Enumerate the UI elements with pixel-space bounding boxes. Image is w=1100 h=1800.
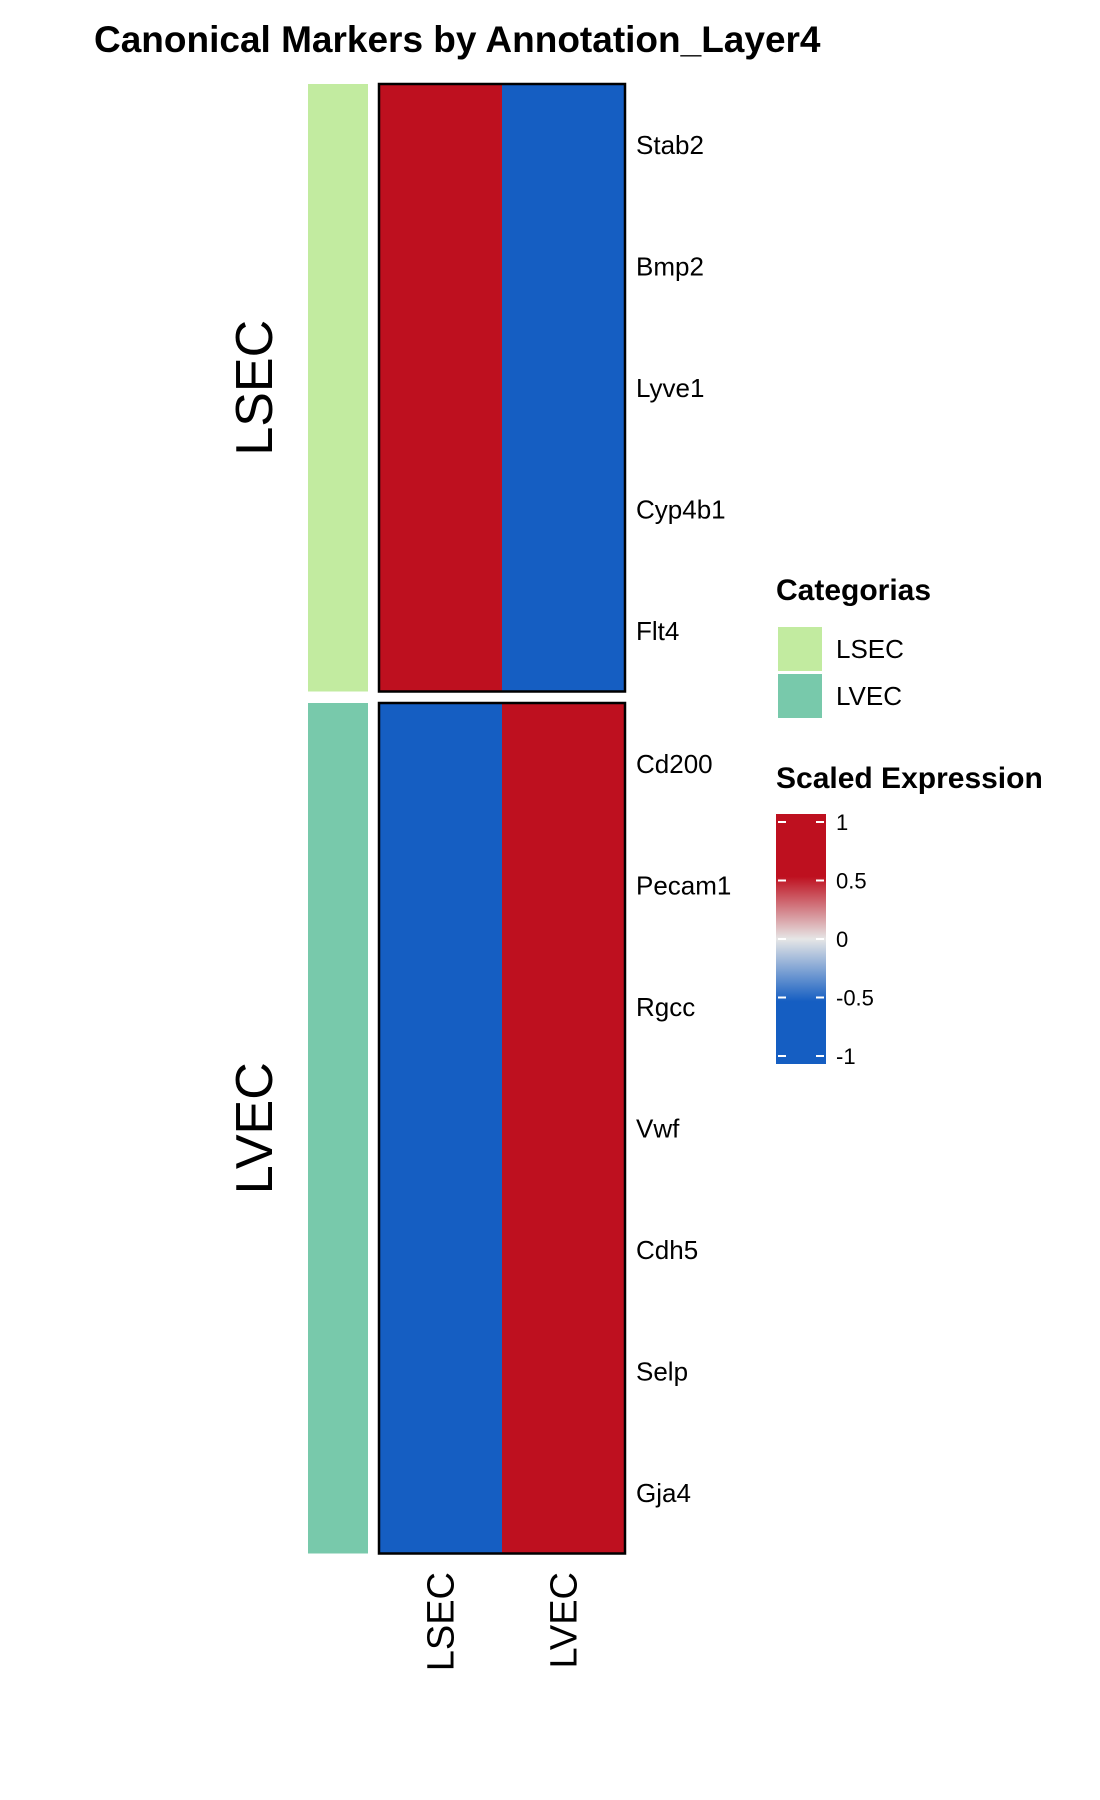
scale-tick-label: 0.5 bbox=[836, 869, 867, 894]
scale-tick-label: 1 bbox=[836, 810, 848, 835]
row-label: Stab2 bbox=[636, 130, 704, 160]
heatmap-cell bbox=[502, 448, 626, 571]
category-legend: LSEC LVEC bbox=[778, 627, 904, 718]
heatmap-cell bbox=[502, 570, 626, 693]
heatmap-cell bbox=[502, 703, 626, 826]
chart-title: Canonical Markers by Annotation_Layer4 bbox=[94, 19, 821, 60]
heatmap-cell bbox=[502, 1310, 626, 1433]
heatmap-cell bbox=[502, 1189, 626, 1312]
row-label: Flt4 bbox=[636, 616, 679, 646]
row-label: Cd200 bbox=[636, 749, 713, 779]
row-label: Selp bbox=[636, 1356, 688, 1386]
heatmap-cell bbox=[502, 205, 626, 328]
row-label: Pecam1 bbox=[636, 870, 731, 900]
category-legend-label: LVEC bbox=[836, 681, 902, 711]
annotation-bar-lvec bbox=[308, 703, 368, 1554]
annotation-bar-lsec bbox=[308, 84, 368, 692]
row-label: Lyve1 bbox=[636, 373, 704, 403]
heatmap-cell bbox=[379, 703, 503, 826]
row-group-label: LVEC bbox=[226, 1062, 284, 1194]
category-legend-title: Categorias bbox=[776, 574, 931, 607]
heatmap-cell bbox=[379, 1189, 503, 1312]
heatmap-cell bbox=[379, 1432, 503, 1555]
heatmap-cell bbox=[379, 946, 503, 1069]
heatmap-slice-border bbox=[377, 701, 627, 1555]
row-label: Vwf bbox=[636, 1113, 680, 1143]
heatmap-cell bbox=[502, 1067, 626, 1190]
row-label: Cyp4b1 bbox=[636, 494, 726, 524]
heatmap-cell bbox=[502, 327, 626, 450]
heatmap-cell bbox=[379, 570, 503, 693]
row-label: Gja4 bbox=[636, 1478, 691, 1508]
column-label: LSEC bbox=[421, 1572, 463, 1671]
row-group-label: LSEC bbox=[226, 320, 284, 456]
heatmap-cell bbox=[502, 824, 626, 947]
heatmap-cell bbox=[379, 1310, 503, 1433]
heatmap-cell bbox=[379, 327, 503, 450]
scale-legend-title: Scaled Expression bbox=[776, 762, 1043, 795]
heatmap-slice-border bbox=[377, 82, 627, 693]
heatmap-cell bbox=[379, 824, 503, 947]
row-label: Cdh5 bbox=[636, 1235, 698, 1265]
column-label: LVEC bbox=[544, 1572, 586, 1668]
heatmap-cell bbox=[379, 1067, 503, 1190]
heatmap-cell bbox=[502, 84, 626, 207]
heatmap-body: LSEC Stab2 Bmp2 Lyve1 Cyp4b1 Flt4 LVEC Cd200 Pec… bbox=[226, 82, 731, 1671]
scale-legend: 1 0.5 0 -0.5 -1 bbox=[776, 810, 874, 1069]
category-legend-swatch bbox=[778, 674, 822, 718]
legends: Categorias LSEC LVEC Scaled Expression 1 0… bbox=[776, 574, 1043, 1069]
scale-tick-label: 0 bbox=[836, 927, 848, 952]
row-label: Bmp2 bbox=[636, 251, 704, 281]
heatmap-cell bbox=[502, 946, 626, 1069]
heatmap-cell bbox=[502, 1432, 626, 1555]
heatmap-cell bbox=[379, 448, 503, 571]
category-legend-label: LSEC bbox=[836, 634, 904, 664]
scale-tick-label: -1 bbox=[836, 1044, 856, 1069]
scale-tick-label: -0.5 bbox=[836, 986, 874, 1011]
row-label: Rgcc bbox=[636, 992, 695, 1022]
heatmap-cell bbox=[379, 205, 503, 328]
category-legend-swatch bbox=[778, 627, 822, 671]
heatmap-cell bbox=[379, 84, 503, 207]
